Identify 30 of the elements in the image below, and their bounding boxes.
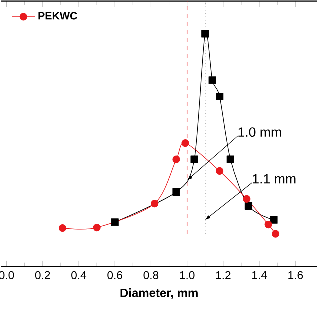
x-tick-label: 0.4 — [72, 271, 87, 280]
x-tick-label: 1.4 — [252, 271, 268, 280]
point — [264, 220, 272, 229]
legend-label: PEKWC — [38, 12, 78, 20]
point — [270, 216, 278, 224]
point — [226, 156, 234, 164]
x-tick-label: 1.2 — [216, 271, 231, 280]
point — [216, 92, 224, 101]
point — [216, 167, 224, 176]
point — [151, 200, 159, 208]
point — [58, 224, 67, 232]
x-tick-label: 0.8 — [144, 271, 159, 280]
x-tick-label: 0.2 — [35, 271, 50, 280]
point — [182, 140, 190, 148]
point — [272, 230, 280, 238]
point — [243, 195, 251, 203]
point — [190, 156, 198, 164]
point — [208, 76, 216, 84]
annotation: 1.0 mm — [238, 128, 282, 138]
point — [93, 224, 101, 232]
annotation: 1.1 mm — [253, 174, 296, 184]
point — [244, 202, 253, 210]
x-tick-label: 1.0 — [180, 271, 195, 280]
x-axis-title: Diameter, mm — [120, 288, 198, 300]
point — [172, 188, 180, 196]
point — [172, 156, 180, 164]
point — [111, 218, 119, 226]
x-tick-label: 1.6 — [288, 271, 304, 280]
x-tick-label: 0.6 — [108, 271, 122, 280]
point — [202, 30, 210, 38]
